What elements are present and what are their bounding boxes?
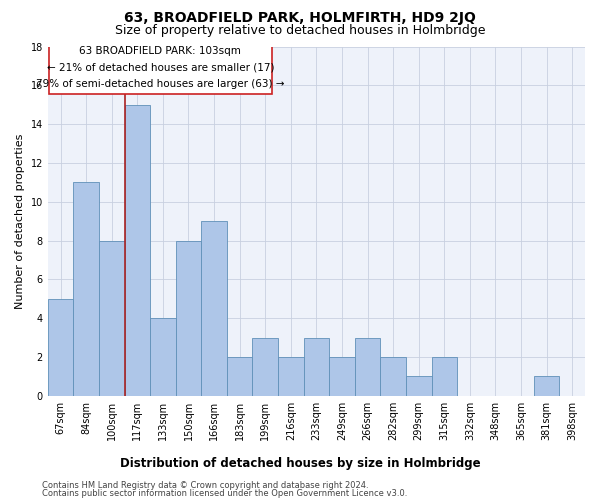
Bar [380, 357, 406, 396]
Bar [278, 357, 304, 396]
Y-axis label: Number of detached properties: Number of detached properties [15, 134, 25, 309]
Bar [329, 357, 355, 396]
Bar [125, 104, 150, 396]
Bar [304, 338, 329, 396]
Bar [355, 338, 380, 396]
Text: 63 BROADFIELD PARK: 103sqm: 63 BROADFIELD PARK: 103sqm [79, 46, 241, 56]
Text: Distribution of detached houses by size in Holmbridge: Distribution of detached houses by size … [119, 457, 481, 470]
Bar [99, 240, 125, 396]
Bar [176, 240, 201, 396]
Text: 63, BROADFIELD PARK, HOLMFIRTH, HD9 2JQ: 63, BROADFIELD PARK, HOLMFIRTH, HD9 2JQ [124, 11, 476, 25]
Text: Contains HM Land Registry data © Crown copyright and database right 2024.: Contains HM Land Registry data © Crown c… [42, 481, 368, 490]
Text: Size of property relative to detached houses in Holmbridge: Size of property relative to detached ho… [115, 24, 485, 37]
Bar [534, 376, 559, 396]
Bar [201, 221, 227, 396]
Text: 79% of semi-detached houses are larger (63) →: 79% of semi-detached houses are larger (… [36, 79, 284, 89]
Text: ← 21% of detached houses are smaller (17): ← 21% of detached houses are smaller (17… [47, 63, 274, 73]
Bar [406, 376, 431, 396]
Bar [48, 298, 73, 396]
FancyBboxPatch shape [49, 42, 272, 94]
Bar [73, 182, 99, 396]
Text: Contains public sector information licensed under the Open Government Licence v3: Contains public sector information licen… [42, 489, 407, 498]
Bar [227, 357, 253, 396]
Bar [150, 318, 176, 396]
Bar [431, 357, 457, 396]
Bar [253, 338, 278, 396]
